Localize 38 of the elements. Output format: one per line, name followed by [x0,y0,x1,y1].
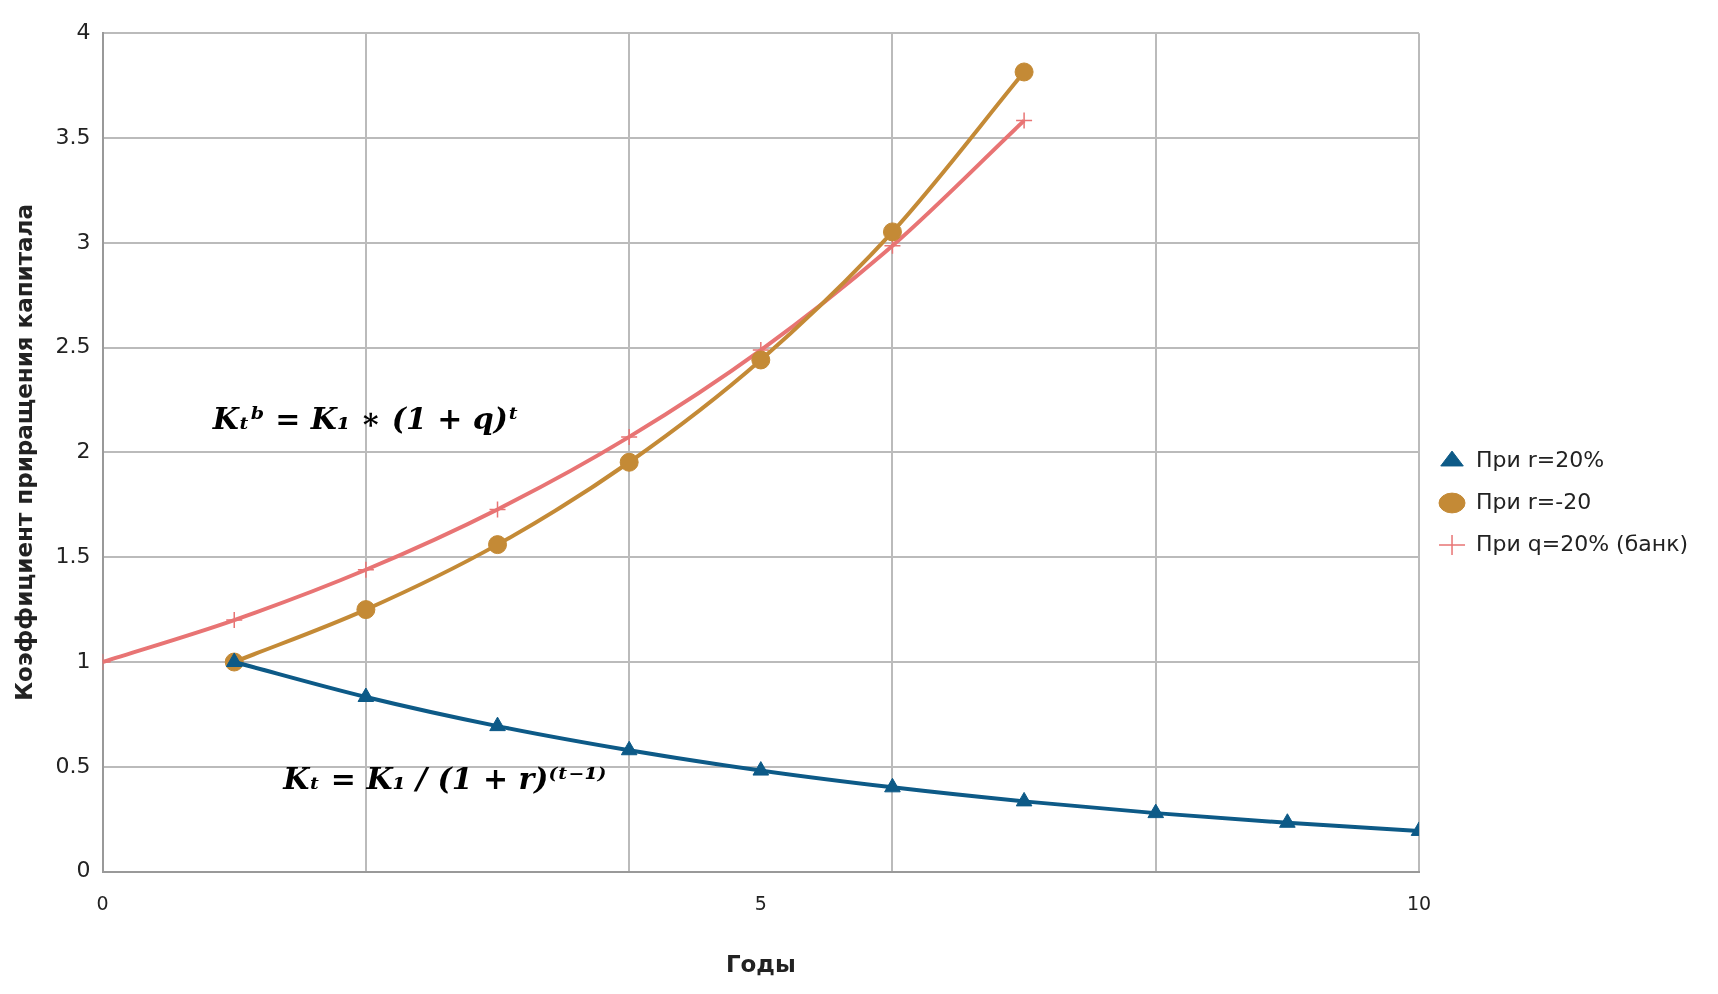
legend-label: При r=-20 [1476,488,1592,514]
point [489,716,506,732]
annotation: Kₜ = K₁ / (1 + r)⁽ᵗ⁻¹⁾ [282,761,607,797]
point [1015,791,1033,807]
point [751,350,771,370]
y-tick-label: 4 [76,18,91,44]
y-tick-label: 2 [76,438,91,464]
x-axis-title: Годы [725,951,796,978]
point [356,600,376,620]
y-tick-label: 0.5 [55,752,91,778]
x-tick-label: 10 [1406,891,1432,914]
y-tick-label: 0 [76,857,91,883]
point [620,740,638,756]
x-tick-label: 5 [754,891,767,914]
point [1015,111,1033,130]
y-tick-label: 1 [76,647,91,673]
point [488,500,507,519]
legend-label: При q=20% (банк) [1476,530,1689,556]
point [752,761,770,776]
point [619,452,639,472]
y-tick-label: 1.5 [55,542,91,568]
y-tick-label: 2.5 [55,333,91,359]
point [1014,62,1034,82]
legend-label: При r=20% [1476,446,1605,472]
point [1279,813,1296,828]
point [884,777,901,793]
point [357,687,375,702]
y-axis-title: Коэффициент приращения капитала [10,204,37,701]
point [225,652,243,667]
point [882,222,902,242]
y-tick-label: 3.5 [55,123,91,149]
x-tick-label: 0 [96,891,109,914]
point [1147,803,1165,819]
y-tick-label: 3 [76,228,91,254]
point [620,428,638,446]
point [357,561,375,579]
point [488,535,508,555]
annotation: Kₜᵇ = K₁ ∗ (1 + q)ᵗ [211,400,520,436]
